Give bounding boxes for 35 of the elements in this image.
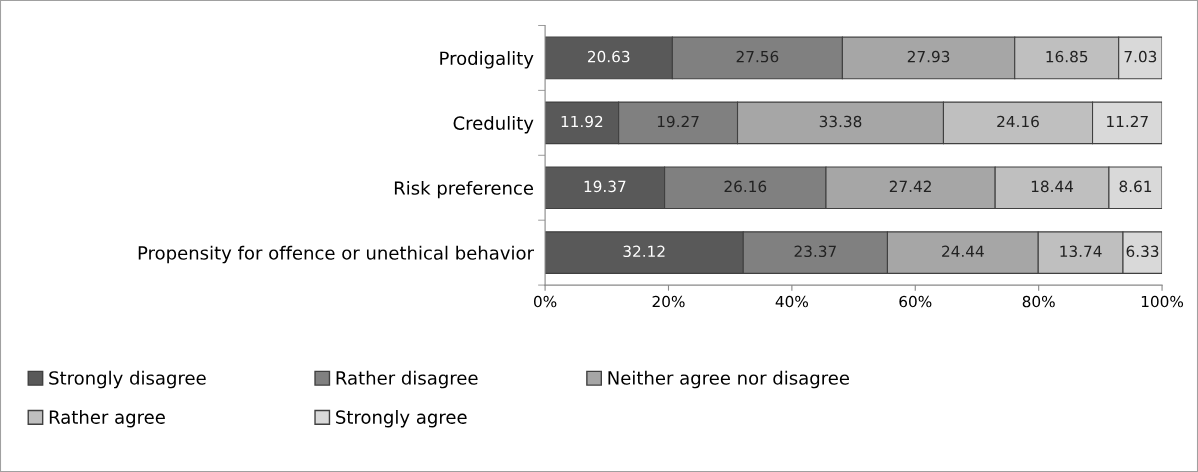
y-tick-label: Propensity for offence or unethical behavior	[138, 245, 534, 264]
legend-label: Neither agree nor disagree	[608, 370, 849, 389]
data-label: 18.44	[1031, 180, 1074, 193]
data-label: 24.44	[942, 245, 984, 257]
legend-label: Strongly disagree	[49, 370, 206, 389]
legend-label: Strongly agree	[336, 409, 467, 428]
data-label: 16.85	[1046, 50, 1088, 63]
data-label: 33.38	[819, 115, 862, 128]
data-label: 24.16	[997, 115, 1039, 128]
data-label: 32.12	[623, 245, 665, 258]
x-tick-label: 80%	[1022, 295, 1055, 308]
data-label: 27.56	[736, 50, 779, 63]
x-tick-label: 40%	[775, 295, 809, 308]
y-tick-label: Credulity	[453, 115, 534, 134]
data-label: 27.93	[907, 50, 950, 63]
data-label: 19.27	[657, 115, 699, 128]
data-label: 11.27	[1107, 115, 1148, 128]
data-label: 8.61	[1119, 180, 1152, 193]
data-label: 26.16	[724, 180, 767, 193]
data-label: 7.03	[1124, 50, 1157, 63]
data-label: 20.63	[587, 50, 630, 63]
x-tick-label: 0%	[533, 295, 557, 308]
x-tick-label: 60%	[899, 295, 932, 308]
data-label: 19.37	[584, 180, 626, 193]
x-tick-label: 100%	[1141, 295, 1184, 308]
data-label: 27.42	[889, 180, 931, 192]
data-label: 13.74	[1060, 245, 1102, 258]
legend-label: Rather disagree	[336, 370, 478, 389]
y-tick-label: Prodigality	[440, 51, 534, 69]
data-label: 23.37	[794, 245, 836, 258]
data-label: 6.33	[1126, 245, 1159, 258]
x-tick-label: 20%	[652, 295, 685, 308]
data-label: 11.92	[561, 115, 603, 128]
y-tick-label: Risk preference	[394, 180, 534, 199]
legend-label: Rather agree	[49, 409, 165, 428]
